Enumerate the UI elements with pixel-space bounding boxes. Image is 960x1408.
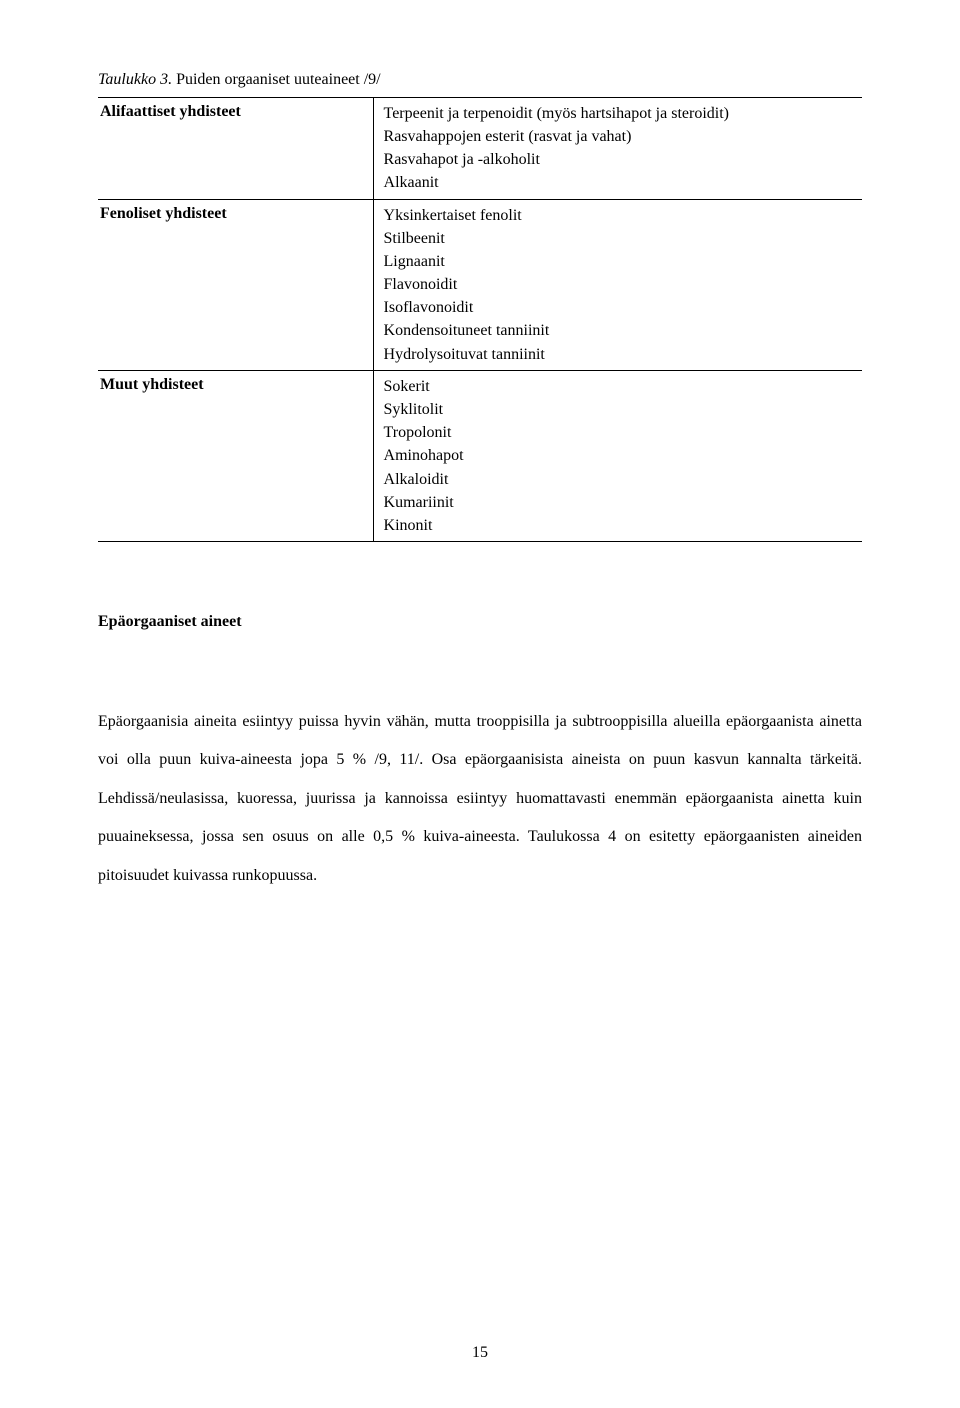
body-paragraph: Epäorgaanisia aineita esiintyy puissa hy…	[98, 703, 862, 895]
value-line: Stilbeenit	[384, 227, 862, 250]
table-caption: Taulukko 3. Puiden orgaaniset uuteaineet…	[98, 70, 862, 91]
value-line: Kinonit	[384, 514, 862, 537]
row-values: Yksinkertaiset fenolitStilbeenitLignaani…	[373, 199, 862, 370]
row-label: Muut yhdisteet	[98, 370, 373, 541]
value-line: Syklitolit	[384, 398, 862, 421]
value-line: Aminohapot	[384, 444, 862, 467]
table-row: Muut yhdisteetSokeritSyklitolitTropoloni…	[98, 370, 862, 541]
value-line: Flavonoidit	[384, 273, 862, 296]
table-row: Fenoliset yhdisteetYksinkertaiset fenoli…	[98, 199, 862, 370]
caption-italic: Taulukko 3.	[98, 71, 172, 88]
value-line: Lignaanit	[384, 250, 862, 273]
value-line: Sokerit	[384, 375, 862, 398]
value-line: Rasvahappojen esterit (rasvat ja vahat)	[384, 125, 862, 148]
value-line: Yksinkertaiset fenolit	[384, 204, 862, 227]
value-line: Tropolonit	[384, 421, 862, 444]
value-line: Alkaloidit	[384, 468, 862, 491]
page-container: Taulukko 3. Puiden orgaaniset uuteaineet…	[0, 0, 960, 895]
row-label: Fenoliset yhdisteet	[98, 199, 373, 370]
compounds-table: Alifaattiset yhdisteet Terpeenit ja terpe…	[98, 97, 862, 542]
compounds-tbody: Alifaattiset yhdisteet Terpeenit ja terpe…	[98, 97, 862, 541]
row-values: Terpeenit ja terpenoidit (myös hartsihap…	[373, 97, 862, 199]
value-line: Kondensoituneet tanniinit	[384, 319, 862, 342]
row-label: Alifaattiset yhdisteet	[98, 97, 373, 199]
value-line: Kumariinit	[384, 491, 862, 514]
row-values: SokeritSyklitolitTropolonitAminohapotAlk…	[373, 370, 862, 541]
value-line: Hydrolysoituvat tanniinit	[384, 343, 862, 366]
value-line: Alkaanit	[384, 171, 862, 194]
page-number: 15	[0, 1344, 960, 1362]
value-line: Rasvahapot ja -alkoholit	[384, 148, 862, 171]
section-heading: Epäorgaaniset aineet	[98, 612, 862, 633]
value-line: Terpeenit ja terpenoidit (myös hartsihap…	[384, 102, 862, 125]
value-line: Isoflavonoidit	[384, 296, 862, 319]
caption-regular: Puiden orgaaniset uuteaineet /9/	[172, 71, 381, 88]
table-row: Alifaattiset yhdisteet Terpeenit ja terpe…	[98, 97, 862, 199]
